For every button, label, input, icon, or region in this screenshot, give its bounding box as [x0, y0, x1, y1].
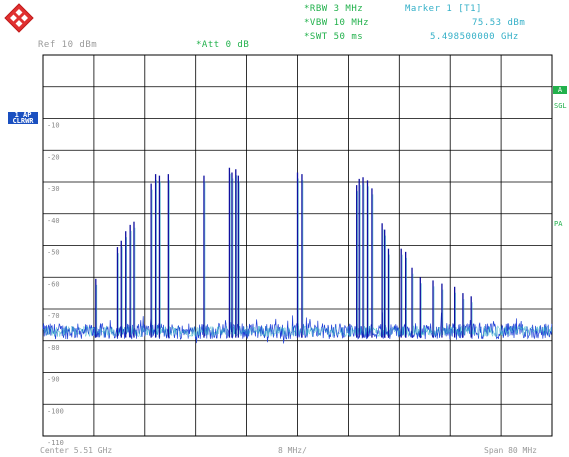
- y-tick-label: -110: [47, 439, 64, 447]
- marker-title: Marker 1 [T1]: [405, 4, 482, 14]
- marker-frequency: 5.498500000 GHz: [430, 32, 519, 42]
- marker-level: 75.53 dBm: [472, 18, 526, 28]
- y-axis-labels: -10 -20 -30 -40 -50 -60 -70 -80 -90 -100 -110: [47, 122, 64, 448]
- span-readout: Span 80 MHz: [484, 446, 537, 455]
- single-sweep-indicator: SGL: [554, 102, 567, 110]
- y-tick-label: -90: [47, 376, 60, 384]
- rohde-schwarz-logo-icon: [4, 3, 34, 33]
- y-tick-label: -70: [47, 312, 60, 320]
- vbw-readout: *VBW 10 MHz: [304, 18, 370, 28]
- y-tick-label: -80: [47, 344, 60, 352]
- center-frequency: Center 5.51 GHz: [40, 446, 113, 455]
- rbw-readout: *RBW 3 MHz: [304, 4, 364, 14]
- preamp-indicator: PA: [554, 220, 563, 228]
- y-tick-label: -40: [47, 217, 60, 225]
- trace-a-indicator: A: [553, 86, 567, 94]
- reference-level: Ref 10 dBm: [38, 40, 98, 50]
- frequency-per-division: 8 MHz/: [278, 446, 307, 455]
- trace-mode-badge[interactable]: 1 AP CLRWR: [8, 111, 38, 125]
- y-tick-label: -10: [47, 122, 60, 130]
- y-tick-label: -60: [47, 280, 60, 288]
- y-tick-label: -50: [47, 249, 60, 257]
- y-tick-label: -100: [47, 407, 64, 415]
- attenuation-readout: *Att 0 dB: [196, 40, 250, 50]
- trace-mode-label: CLRWR: [12, 117, 34, 125]
- trace-detector-label: 1 AP: [14, 111, 32, 119]
- sweep-time-readout: *SWT 50 ms: [304, 32, 364, 42]
- y-tick-label: -20: [47, 153, 60, 161]
- y-tick-label: -30: [47, 185, 60, 193]
- spectrum-spikes: [95, 167, 473, 338]
